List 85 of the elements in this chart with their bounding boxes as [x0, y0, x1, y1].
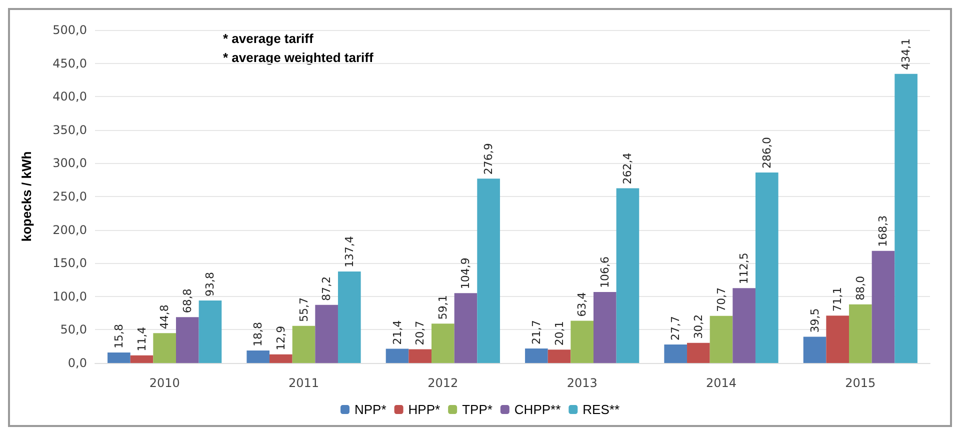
bar: [270, 354, 292, 363]
data-label: 20,1: [552, 321, 566, 346]
bar: [130, 355, 154, 363]
legend-label: TPP*: [462, 402, 492, 417]
y-tick-label: 50,0: [60, 322, 87, 337]
bar: [548, 350, 571, 363]
bar: [687, 342, 710, 363]
annotation: * average tariff: [223, 31, 314, 46]
bar: [454, 293, 478, 363]
x-tick-label: 2010: [149, 376, 180, 390]
y-tick-label: 500,0: [52, 23, 87, 37]
bar: [198, 300, 222, 363]
data-label: 30,2: [692, 314, 705, 339]
data-label: 55,7: [297, 297, 310, 322]
bar: [616, 188, 640, 363]
data-label: 21,4: [390, 320, 404, 345]
y-tick-label: 100,0: [52, 289, 87, 304]
bar: [292, 326, 316, 363]
bar: [477, 178, 500, 363]
data-label: 20,7: [414, 320, 427, 346]
data-label: 93,8: [204, 272, 217, 297]
legend-label: CHPP**: [514, 402, 561, 417]
x-tick-label: 2015: [845, 376, 876, 390]
bar: [108, 352, 130, 363]
data-label: 262,4: [621, 152, 634, 184]
bar: [872, 250, 895, 363]
bar: [826, 316, 850, 363]
data-label: 70,7: [714, 287, 728, 312]
y-tick-label: 250,0: [52, 190, 87, 204]
data-label: 88,0: [854, 276, 867, 300]
data-label: 112,5: [738, 252, 751, 284]
bar: [432, 324, 454, 363]
y-tick-label: 300,0: [52, 156, 87, 170]
data-label: 44,8: [158, 304, 172, 330]
legend-label: RES**: [582, 402, 620, 417]
y-tick-label: 450,0: [52, 56, 87, 70]
data-label: 106,6: [598, 256, 612, 288]
x-tick-label: 2014: [706, 376, 737, 390]
bar: [593, 292, 616, 363]
data-label: 68,8: [180, 288, 194, 314]
data-label: 434,1: [900, 38, 913, 70]
bar: [732, 288, 756, 363]
data-label: 39,5: [808, 308, 822, 333]
data-label: 87,2: [320, 276, 334, 301]
x-tick-label: 2012: [428, 376, 458, 390]
bar: [710, 316, 733, 363]
data-label: 286,0: [760, 137, 774, 169]
bar: [246, 350, 270, 363]
legend-label: HPP*: [408, 402, 440, 417]
bar: [153, 333, 176, 363]
y-axis-title: kopecks / kWh: [19, 151, 34, 242]
data-label: 11,4: [135, 326, 148, 352]
bar: [338, 271, 361, 363]
bar: [176, 317, 199, 363]
bar: [315, 304, 338, 363]
data-label: 63,4: [576, 292, 589, 317]
y-tick-label: 200,0: [52, 222, 87, 237]
data-label: 18,8: [252, 322, 265, 346]
bar: [755, 172, 778, 363]
data-label: 27,7: [669, 316, 682, 341]
bar: [525, 348, 548, 363]
x-tick-label: 2011: [288, 376, 320, 390]
data-label: 137,4: [342, 236, 356, 268]
bar: [803, 336, 826, 363]
y-tick-label: 400,0: [52, 90, 87, 104]
y-tick-label: 350,0: [52, 122, 87, 137]
data-label: 59,1: [436, 295, 450, 320]
data-label: 12,9: [274, 326, 288, 350]
data-label: 15,8: [112, 324, 126, 348]
bar: [408, 349, 432, 363]
x-tick-label: 2013: [566, 376, 598, 390]
legend-label: NPP*: [354, 402, 386, 417]
bar: [894, 74, 918, 363]
annotation: * average weighted tariff: [223, 50, 374, 65]
bar: [570, 320, 594, 363]
bar: [849, 304, 872, 363]
y-tick-label: 150,0: [52, 256, 87, 270]
data-label: 276,9: [482, 143, 496, 175]
data-label: 21,7: [530, 320, 543, 345]
data-label: 168,3: [876, 215, 890, 247]
bar: [664, 344, 688, 363]
data-label: 104,9: [459, 258, 472, 290]
data-label: 71,1: [831, 287, 844, 312]
bar: [386, 348, 409, 363]
y-tick-label: 0,0: [68, 356, 87, 370]
